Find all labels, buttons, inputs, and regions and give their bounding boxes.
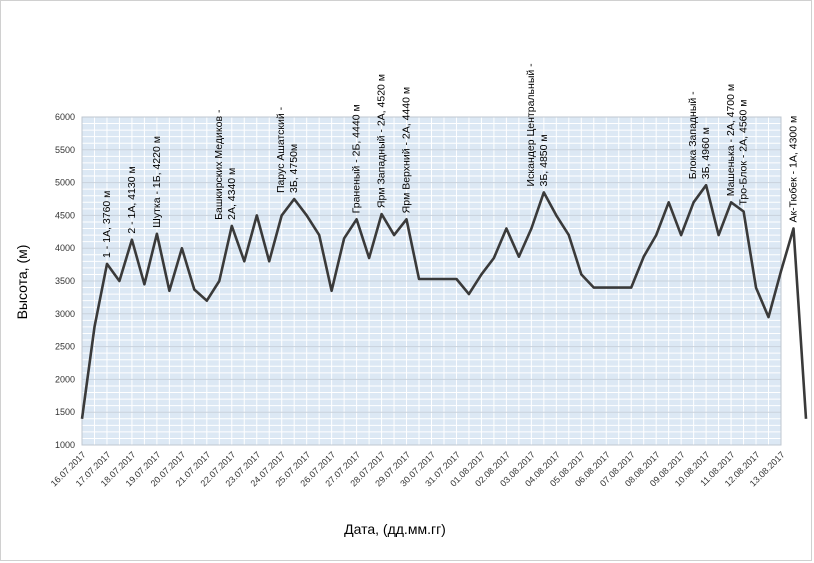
peak-annotation: Тро-Блок - 2А, 4560 м xyxy=(738,99,750,205)
peak-annotation: Шутка - 1Б, 4220 м xyxy=(151,136,163,228)
gridlines xyxy=(81,116,782,446)
peak-annotation: Ярм Верхний - 2А, 4440 м xyxy=(401,87,413,213)
y-tick-label: 5500 xyxy=(55,145,75,155)
peak-annotation: Парус Ашатский - xyxy=(275,106,287,193)
y-axis-label: Высота, (м) xyxy=(14,245,30,320)
y-tick-label: 2000 xyxy=(55,374,75,384)
y-tick-label: 6000 xyxy=(55,112,75,122)
peak-annotation: Граненый - 2Б, 4440 м xyxy=(351,104,363,213)
peak-annotation: 2 - 1А, 4130 м xyxy=(126,166,138,233)
y-tick-label: 4000 xyxy=(55,243,75,253)
peak-annotation: Машенька - 2А, 4700 м xyxy=(725,84,737,196)
plot-border xyxy=(81,116,782,446)
peak-annotation: Ак-Тюбек - 1А, 4300 м xyxy=(787,116,799,223)
peak-annotation: Блока Западный - xyxy=(687,91,699,179)
peak-annotation: Башкирских Медиков - xyxy=(213,109,225,220)
y-tick-label: 3000 xyxy=(55,309,75,319)
elevation-line xyxy=(80,183,808,419)
peak-annotation: Искандер Центральный - xyxy=(525,63,537,187)
peak-annotation: 1 - 1А, 3760 м xyxy=(101,191,113,258)
y-tick-label: 1500 xyxy=(55,407,75,417)
x-tick-labels: 16.07.201717.07.201718.07.201719.07.2017… xyxy=(49,450,787,489)
peak-annotation: Ярм Западный - 2А, 4520 м xyxy=(376,74,388,208)
y-tick-labels: 1000 1500 2000 2500 3000 3500 4000 4500 5000 5500… xyxy=(55,112,75,450)
y-tick-label: 5000 xyxy=(55,178,75,188)
y-tick-label: 2500 xyxy=(55,342,75,352)
peak-annotation: 3Б, 4960 м xyxy=(700,127,712,179)
y-tick-label: 3500 xyxy=(55,276,75,286)
y-tick-label: 4500 xyxy=(55,210,75,220)
peak-annotations: 1 - 1А, 3760 м 2 - 1А, 4130 м Шутка - 1Б, … xyxy=(101,63,800,258)
x-axis-label: Дата, (дд.мм.гг) xyxy=(344,521,446,537)
peak-annotation: 2А, 4340 м xyxy=(226,168,238,220)
peak-annotation: 3Б, 4850 м xyxy=(538,134,550,186)
y-tick-label: 1000 xyxy=(55,440,75,450)
peak-annotation: 3Б, 4750м xyxy=(288,144,300,193)
